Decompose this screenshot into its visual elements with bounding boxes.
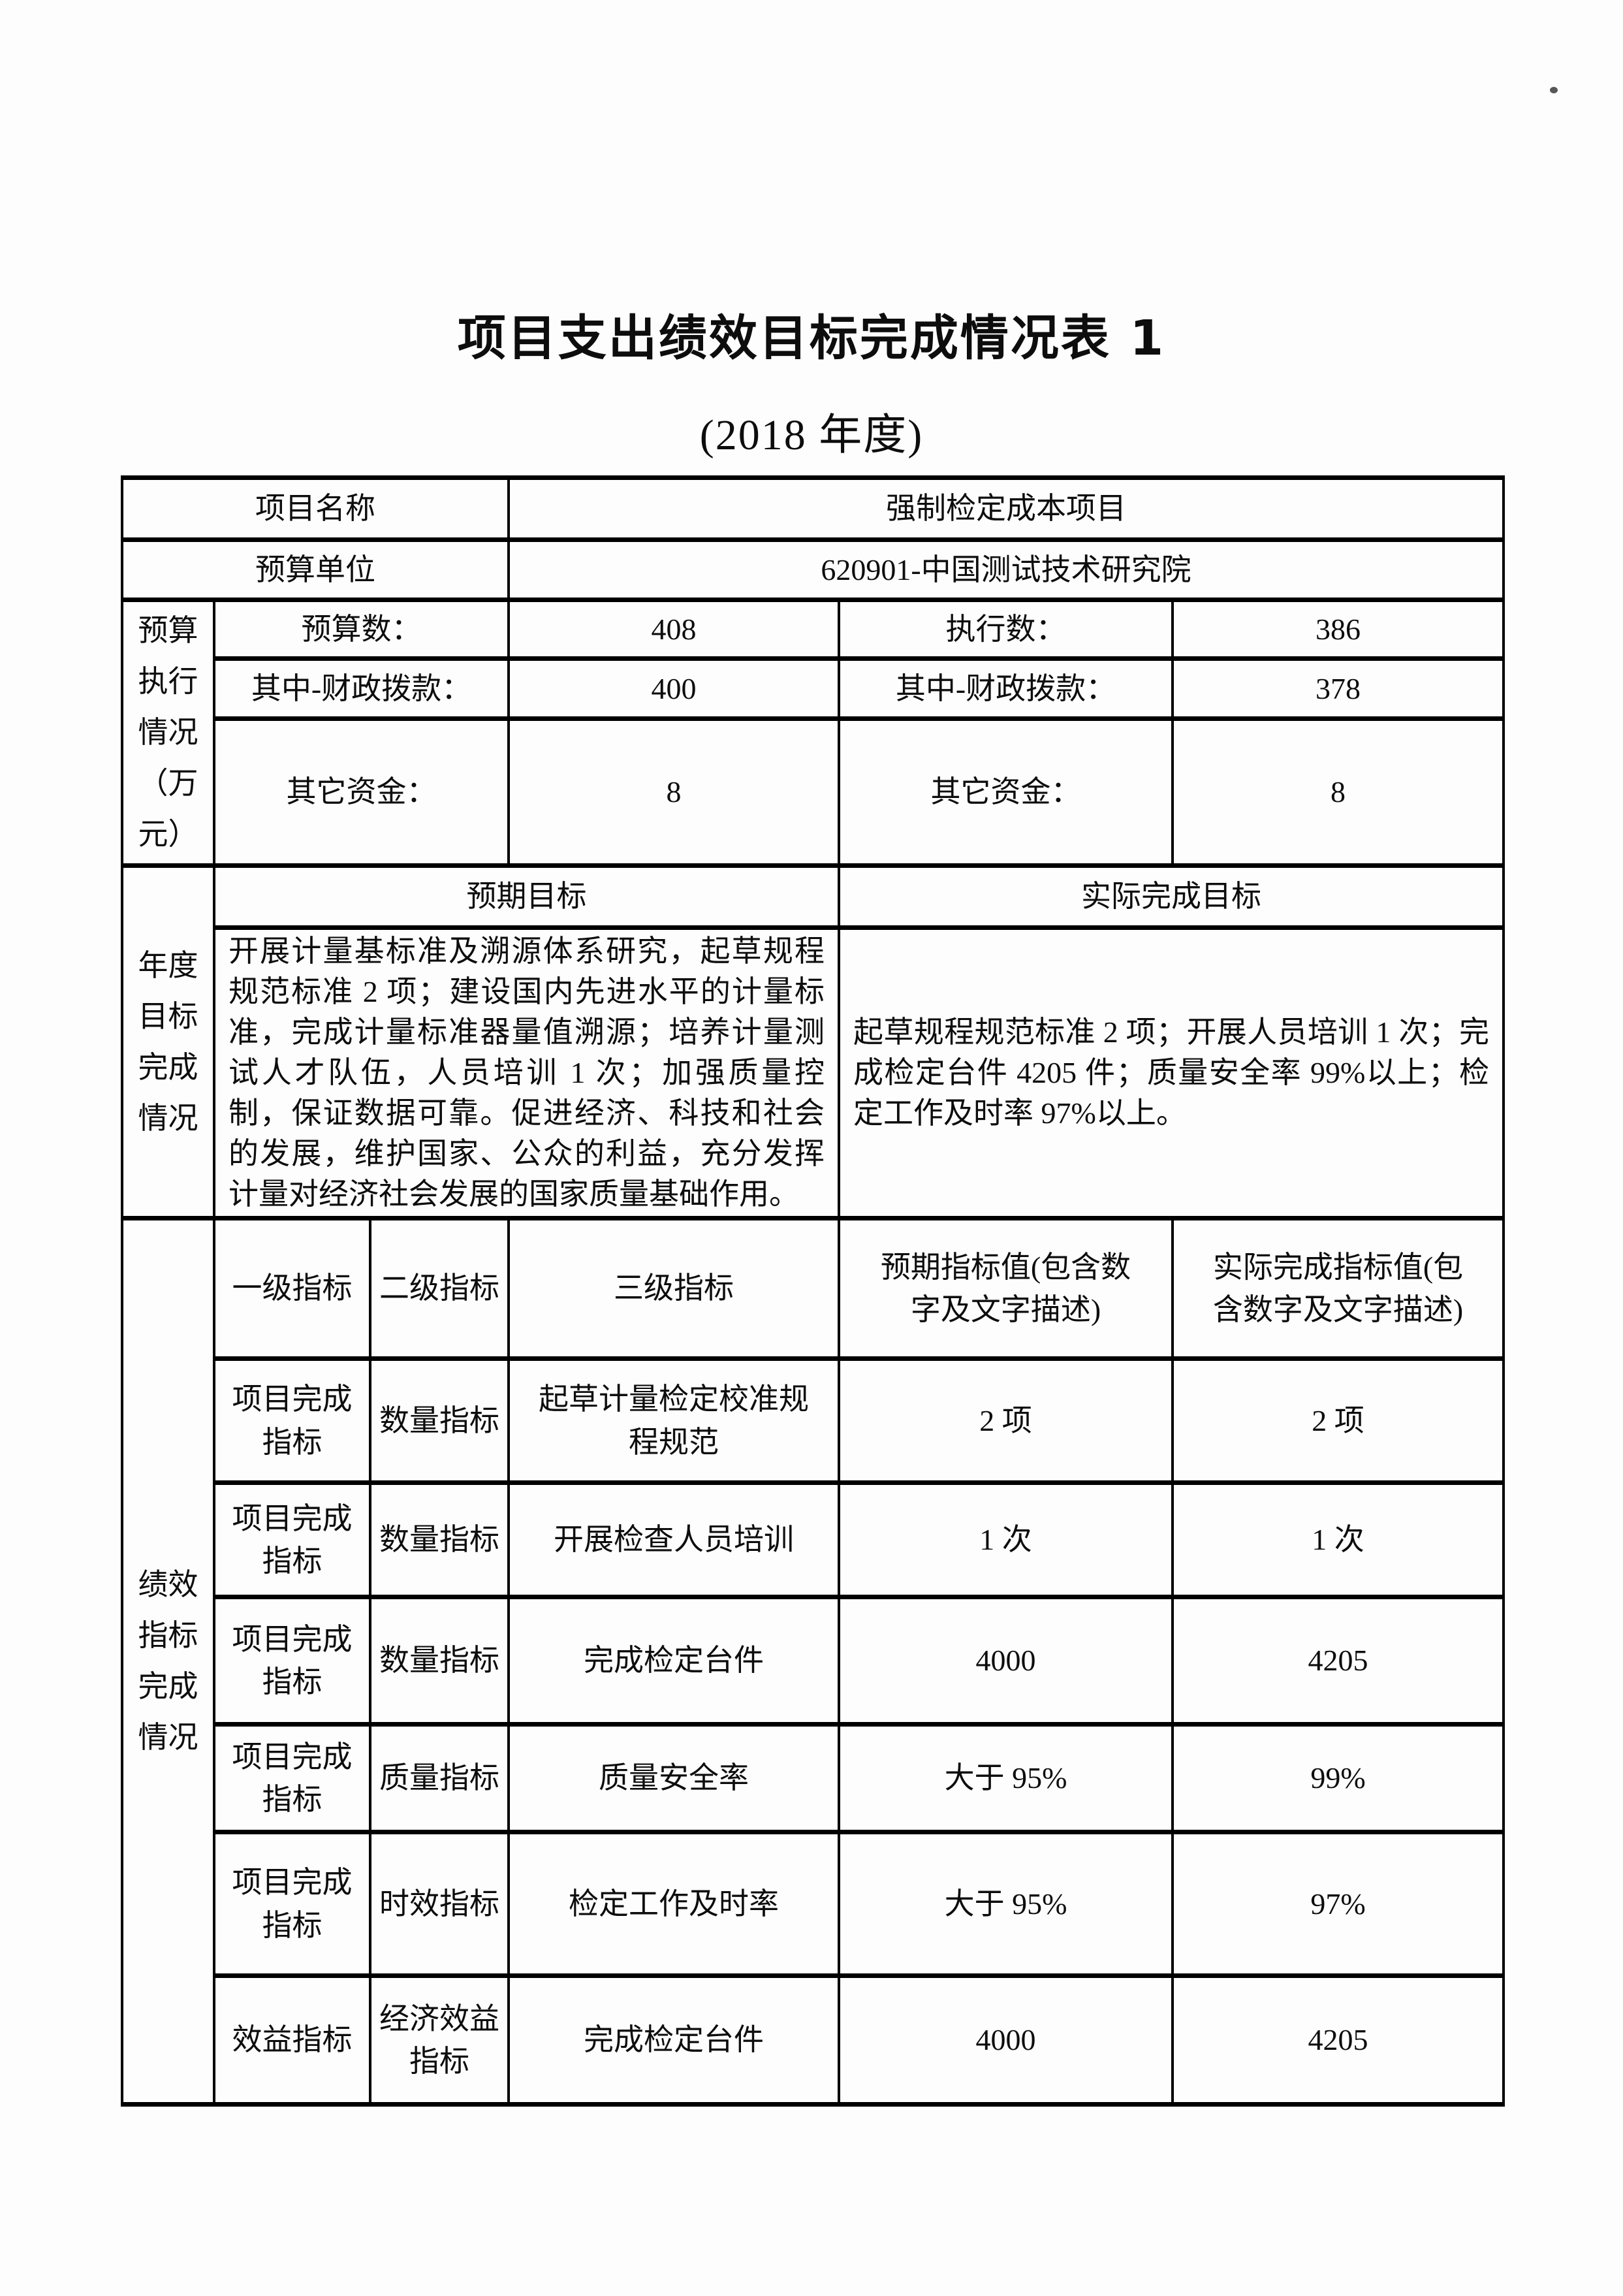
indicator-row: 项目完成指标 数量指标 起草计量检定校准规程规范 2 项 2 项 [122, 1356, 1505, 1485]
budget-row-1: 预算 执行 情况 （万 元） 预算数： 408 执行数： 386 [121, 598, 1505, 868]
project-name-row: 项目名称 强制检定成本项目 [121, 475, 1505, 542]
budget-row-3: 其它资金： 8 其它资金： 8 [122, 716, 1505, 868]
project-name-value: 强制检定成本项目 [507, 475, 1505, 542]
budget-label: 其中-财政拨款： [213, 656, 510, 721]
indicator-actual-value: 4205 [1171, 1973, 1505, 2107]
indicator-row: 效益指标 经济效益指标 完成检定台件 4000 4205 [122, 1973, 1505, 2107]
budget-section-label: 预算 执行 情况 （万 元） [121, 598, 215, 868]
budget-value: 386 [1171, 598, 1505, 661]
indicator-level3: 质量安全率 [507, 1722, 840, 1834]
indicator-actual-value: 1 次 [1171, 1480, 1505, 1599]
indicator-actual-value: 97% [1171, 1830, 1505, 1978]
indicator-expected-value: 大于 95% [838, 1722, 1174, 1834]
budget-label: 其它资金： [838, 716, 1174, 868]
annual-target-body-row: 开展计量基标准及溯源体系研究，起草规程规范标准 2 项；建设国内先进水平的计量标… [122, 925, 1505, 1220]
indicator-header-level1: 一级指标 [213, 1216, 371, 1361]
indicator-level2: 数量指标 [369, 1356, 510, 1485]
indicator-level1: 项目完成指标 [213, 1480, 371, 1599]
scan-speck [1550, 87, 1558, 93]
project-name-label: 项目名称 [121, 475, 510, 542]
indicator-row: 项目完成指标 质量指标 质量安全率 大于 95% 99% [122, 1722, 1505, 1834]
indicator-level2: 时效指标 [369, 1830, 510, 1978]
indicator-level2: 数量指标 [369, 1595, 510, 1727]
budget-unit-label: 预算单位 [121, 537, 510, 602]
budget-value: 8 [507, 716, 840, 868]
indicator-level3: 完成检定台件 [507, 1595, 840, 1727]
budget-value: 408 [507, 598, 840, 661]
annual-target-header-row: 年度 目标 完成 情况 预期目标 实际完成目标 [121, 863, 1505, 1220]
performance-report-table: 项目名称 强制检定成本项目 预算单位 620901-中国测试技术研究院 预算 执… [121, 475, 1505, 2107]
budget-label: 其它资金： [213, 716, 510, 868]
indicator-expected-value: 4000 [838, 1595, 1174, 1727]
budget-unit-value: 620901-中国测试技术研究院 [507, 537, 1505, 602]
indicator-actual-value: 4205 [1171, 1595, 1505, 1727]
indicator-row: 项目完成指标 数量指标 完成检定台件 4000 4205 [122, 1595, 1505, 1727]
indicator-level3: 开展检查人员培训 [507, 1480, 840, 1599]
page-title: 项目支出绩效目标完成情况表 1 [457, 310, 1166, 366]
indicator-expected-value: 大于 95% [838, 1830, 1174, 1978]
actual-target-text: 起草规程规范标准 2 项；开展人员培训 1 次；完成检定台件 4205 件；质量… [837, 925, 1505, 1220]
indicator-level1: 项目完成指标 [213, 1830, 371, 1978]
indicator-row: 项目完成指标 时效指标 检定工作及时率 大于 95% 97% [122, 1830, 1505, 1978]
indicator-header-row: 绩效 指标 完成 情况 一级指标 二级指标 三级指标 预期指标值(包含数字及文字… [121, 1216, 1505, 2107]
budget-row-2: 其中-财政拨款： 400 其中-财政拨款： 378 [122, 656, 1505, 721]
indicator-expected-value: 1 次 [838, 1480, 1174, 1599]
budget-unit-row: 预算单位 620901-中国测试技术研究院 [121, 537, 1505, 602]
indicator-level2: 质量指标 [369, 1722, 510, 1834]
indicator-expected-value: 4000 [838, 1973, 1174, 2107]
indicator-header-level3: 三级指标 [507, 1216, 840, 1361]
indicator-row: 项目完成指标 数量指标 开展检查人员培训 1 次 1 次 [122, 1480, 1505, 1599]
indicator-level3: 检定工作及时率 [507, 1830, 840, 1978]
indicator-expected-value: 2 项 [838, 1356, 1174, 1485]
indicator-level2: 经济效益指标 [369, 1973, 510, 2107]
budget-value: 378 [1171, 656, 1505, 721]
budget-label: 其中-财政拨款： [838, 656, 1174, 721]
indicator-level3: 完成检定台件 [507, 1973, 840, 2107]
indicator-header-expected: 预期指标值(包含数字及文字描述) [838, 1216, 1174, 1361]
budget-value: 400 [507, 656, 840, 721]
indicator-actual-value: 99% [1171, 1722, 1505, 1834]
indicator-header-level2: 二级指标 [369, 1216, 510, 1361]
budget-label: 执行数： [838, 598, 1174, 661]
actual-target-header: 实际完成目标 [837, 863, 1505, 930]
indicator-level3: 起草计量检定校准规程规范 [507, 1356, 840, 1485]
budget-value: 8 [1171, 716, 1505, 868]
indicator-level1: 项目完成指标 [213, 1595, 371, 1727]
performance-section-label: 绩效 指标 完成 情况 [121, 1216, 215, 2107]
expected-target-header: 预期目标 [213, 863, 840, 930]
indicator-level1: 效益指标 [213, 1973, 371, 2107]
indicator-level1: 项目完成指标 [213, 1722, 371, 1834]
indicator-level1: 项目完成指标 [213, 1356, 371, 1485]
expected-target-text: 开展计量基标准及溯源体系研究，起草规程规范标准 2 项；建设国内先进水平的计量标… [213, 925, 840, 1220]
page-subtitle: (2018 年度) [699, 411, 924, 459]
budget-label: 预算数： [213, 598, 510, 661]
annual-target-section-label: 年度 目标 完成 情况 [121, 863, 215, 1220]
indicator-level2: 数量指标 [369, 1480, 510, 1599]
indicator-actual-value: 2 项 [1171, 1356, 1505, 1485]
indicator-header-actual: 实际完成指标值(包含数字及文字描述) [1171, 1216, 1505, 1361]
